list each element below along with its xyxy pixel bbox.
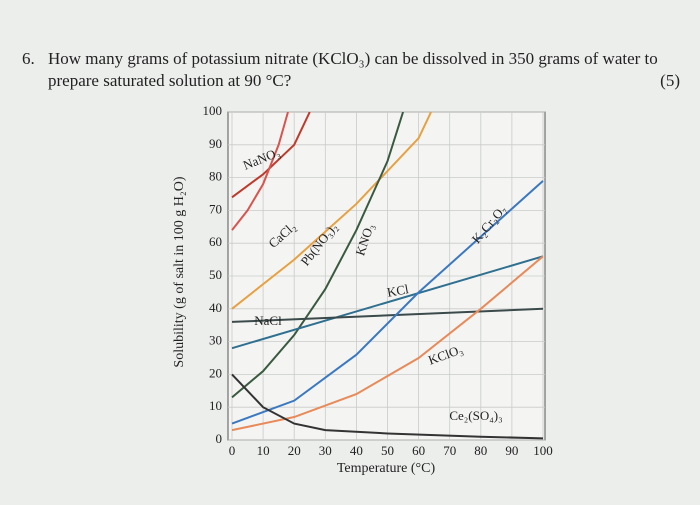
x-tick-label: 10 [257, 443, 270, 458]
curves [231, 112, 544, 440]
solubility-curve [231, 112, 289, 231]
y-tick-label: 20 [209, 365, 222, 380]
curve-label: NaCl [254, 313, 282, 328]
y-tick-label: 10 [209, 398, 222, 413]
y-tick-label: 40 [209, 300, 222, 315]
x-tick-label: 0 [229, 443, 236, 458]
x-tick-label: 50 [381, 443, 394, 458]
question-marks: (5) [660, 71, 680, 90]
y-tick-label: 30 [209, 333, 222, 348]
x-tick-label: 70 [443, 443, 456, 458]
question-text: How many grams of potassium nitrate (KCl… [48, 49, 658, 68]
y-tick-label: 90 [209, 136, 222, 151]
x-tick-label: 40 [350, 443, 363, 458]
x-tick-label: 30 [319, 443, 332, 458]
y-tick-label: 80 [209, 169, 222, 184]
x-tick-label: 20 [288, 443, 301, 458]
solubility-curve [231, 307, 544, 323]
x-tick-label: 80 [474, 443, 487, 458]
solubility-curve [231, 373, 544, 440]
curve-label: Ce₂(SO₄)₃ [449, 408, 502, 423]
y-tick-label: 60 [209, 234, 222, 249]
solubility-curve [231, 255, 544, 350]
x-tick-label: 90 [505, 443, 518, 458]
question-text: prepare saturated solution at 90 °C? [48, 71, 291, 90]
x-tick-label: 60 [412, 443, 425, 458]
question-number: 6. [22, 49, 35, 68]
solubility-curve [231, 112, 311, 199]
curve-label: KCl [386, 281, 410, 300]
y-tick-label: 50 [209, 267, 222, 282]
y-axis-label: Solubility (g of salt in 100 g H₂O) [172, 176, 187, 367]
x-tick-label: 100 [533, 443, 553, 458]
y-tick-label: 100 [203, 103, 223, 118]
y-tick-label: 0 [216, 431, 223, 446]
y-tick-label: 70 [209, 201, 222, 216]
solubility-curve [231, 180, 544, 425]
solubility-curve [231, 112, 432, 310]
solubility-curve [231, 112, 405, 399]
x-axis-label: Temperature (°C) [337, 461, 436, 476]
